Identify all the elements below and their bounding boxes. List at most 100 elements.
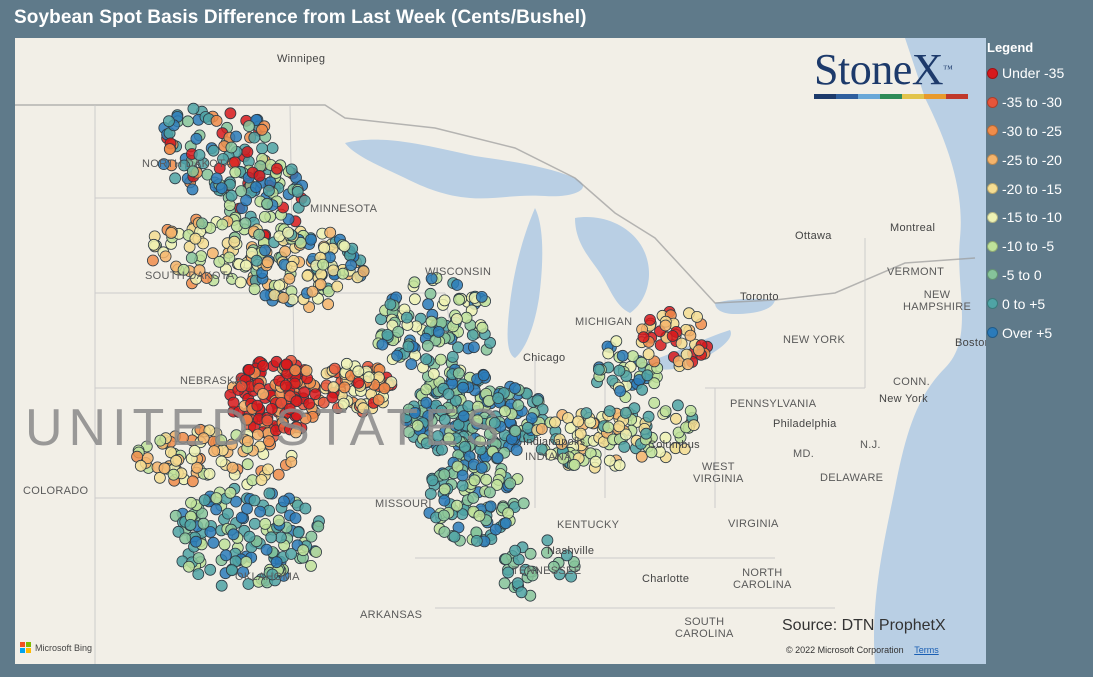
market-point[interactable] [192,568,205,580]
market-point[interactable] [223,251,236,264]
market-point[interactable] [420,396,433,409]
market-point[interactable] [272,514,285,527]
market-point[interactable] [186,475,199,488]
market-point[interactable] [305,530,318,543]
market-point[interactable] [352,365,365,378]
market-point[interactable] [426,474,439,487]
market-point[interactable] [283,402,296,415]
market-point[interactable] [405,358,418,371]
market-point[interactable] [475,461,488,474]
market-point[interactable] [262,184,275,197]
market-point[interactable] [603,454,616,467]
market-point[interactable] [670,412,682,425]
market-point[interactable] [240,194,253,207]
market-point[interactable] [250,181,262,194]
market-point[interactable] [687,419,700,432]
market-point[interactable] [641,369,654,382]
market-point[interactable] [317,258,330,271]
market-point[interactable] [215,579,228,592]
market-point[interactable] [541,534,554,547]
market-point[interactable] [618,440,631,453]
market-point[interactable] [345,259,358,272]
market-point[interactable] [239,217,252,230]
market-point[interactable] [672,399,684,412]
market-point[interactable] [253,169,266,182]
legend-item[interactable]: -30 to -25 [986,117,1093,146]
market-point[interactable] [484,500,497,513]
legend-item[interactable]: -15 to -10 [986,203,1093,232]
market-point[interactable] [153,471,166,484]
market-point[interactable] [524,547,537,560]
market-point[interactable] [434,353,447,366]
market-point[interactable] [243,530,256,543]
market-point[interactable] [509,382,521,395]
market-point[interactable] [557,452,570,465]
market-point[interactable] [421,339,434,352]
market-point[interactable] [328,362,341,375]
market-point[interactable] [498,577,511,590]
market-point[interactable] [254,505,267,518]
market-point[interactable] [408,406,421,419]
market-point[interactable] [290,395,303,408]
market-point[interactable] [210,172,223,185]
market-point[interactable] [147,238,160,251]
market-point[interactable] [257,388,269,400]
market-point[interactable] [277,291,290,304]
market-point[interactable] [165,226,178,239]
market-point[interactable] [432,325,445,338]
market-point[interactable] [476,321,489,334]
market-point[interactable] [457,410,470,423]
market-point[interactable] [610,335,623,348]
market-point[interactable] [526,569,539,582]
market-point[interactable] [317,396,330,409]
market-point[interactable] [241,435,254,448]
market-point[interactable] [451,460,464,473]
market-point[interactable] [535,423,548,435]
market-point[interactable] [531,394,544,407]
market-point[interactable] [684,329,697,342]
market-point[interactable] [285,260,298,273]
market-point[interactable] [164,446,177,459]
market-point[interactable] [282,226,295,239]
market-point[interactable] [170,454,183,467]
market-point[interactable] [659,319,672,332]
market-point[interactable] [509,425,522,437]
market-point[interactable] [589,455,602,468]
market-point[interactable] [315,268,328,281]
market-point[interactable] [420,437,433,450]
market-point[interactable] [561,549,573,562]
market-point[interactable] [642,348,655,361]
market-point[interactable] [196,217,209,230]
market-point[interactable] [424,487,437,500]
market-point[interactable] [227,528,240,541]
market-point[interactable] [470,534,483,547]
market-point[interactable] [471,400,484,413]
market-point[interactable] [262,463,274,476]
market-point[interactable] [648,396,661,409]
market-point[interactable] [134,459,147,472]
market-point[interactable] [446,350,459,363]
market-point[interactable] [473,509,486,522]
market-point[interactable] [235,380,248,393]
market-point[interactable] [357,402,370,415]
market-point[interactable] [243,363,256,376]
market-point[interactable] [541,546,553,559]
market-point[interactable] [179,532,192,545]
market-point[interactable] [637,331,650,344]
market-point[interactable] [258,210,271,223]
market-point[interactable] [248,517,261,530]
market-point[interactable] [285,163,298,176]
market-point[interactable] [291,185,304,198]
market-point[interactable] [448,530,461,543]
market-point[interactable] [176,431,189,444]
market-point[interactable] [297,544,310,557]
market-point[interactable] [299,502,312,515]
market-point[interactable] [456,479,469,492]
market-point[interactable] [372,393,385,406]
market-point[interactable] [442,432,455,445]
market-point[interactable] [261,197,274,210]
market-point[interactable] [292,526,305,539]
market-point[interactable] [241,458,254,471]
market-point[interactable] [208,445,221,458]
market-point[interactable] [613,364,626,377]
